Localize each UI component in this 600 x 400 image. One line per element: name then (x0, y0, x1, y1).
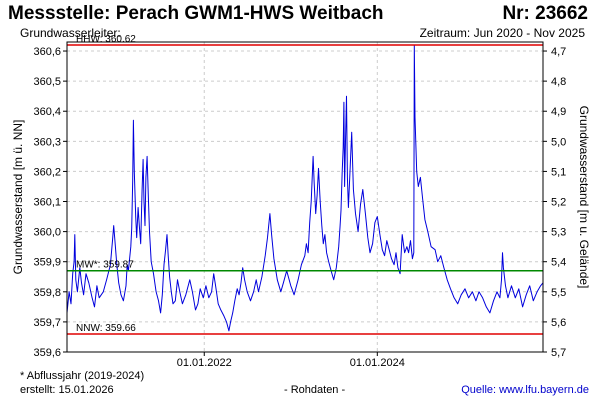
aquifer-label: Grundwasserleiter: (20, 26, 121, 40)
created-date: erstellt: 15.01.2026 (20, 384, 114, 396)
y-tick-label: 360,5 (33, 76, 61, 88)
y-axis-title-right: Grundwasserstand [m u. Gelände] (577, 106, 591, 289)
station-number: Nr: 23662 (502, 3, 588, 24)
y-tick-label-right: 4,8 (551, 76, 566, 88)
y-tick-label-right: 5,0 (551, 136, 566, 148)
raw-data-label: - Rohdaten - (284, 384, 346, 396)
y-tick-label: 359,9 (33, 257, 61, 269)
period-label: Zeitraum: Jun 2020 - Nov 2025 (419, 26, 585, 40)
reference-label-hhw: HHW: 360.62 (76, 34, 136, 45)
reference-label-nnw: NNW: 359.66 (76, 323, 136, 334)
y-tick-label-right: 5,7 (551, 347, 566, 359)
y-tick-label: 359,6 (33, 347, 61, 359)
y-tick-label-right: 5,1 (551, 166, 566, 178)
y-tick-label: 360,1 (33, 197, 61, 209)
x-tick-label: 01.01.2022 (177, 357, 232, 369)
y-tick-label-right: 5,3 (551, 227, 566, 239)
y-tick-label-right: 5,4 (551, 257, 566, 269)
y-tick-label-right: 4,7 (551, 46, 566, 58)
footnote-water-year: * Abflussjahr (2019-2024) (20, 370, 145, 382)
y-tick-label-right: 5,5 (551, 287, 566, 299)
y-tick-label: 360,6 (33, 46, 61, 58)
y-tick-label-right: 5,2 (551, 197, 566, 209)
source-link[interactable]: Quelle: www.lfu.bayern.de (461, 384, 589, 396)
y-tick-label: 360,0 (33, 227, 61, 239)
groundwater-level-line (66, 44, 544, 332)
plot-frame (66, 41, 544, 353)
y-tick-label-right: 5,6 (551, 317, 566, 329)
y-tick-label: 360,2 (33, 166, 61, 178)
reference-label-mw: MW*: 359.87 (76, 260, 134, 271)
y-tick-label: 360,4 (33, 106, 61, 118)
y-tick-label: 359,7 (33, 317, 61, 329)
page-title: Messstelle: Perach GWM1-HWS Weitbach (8, 3, 384, 24)
x-tick-label: 01.01.2024 (350, 357, 405, 369)
y-tick-label-right: 4,9 (551, 106, 566, 118)
y-axis-title: Grundwasserstand [m ü. NN] (11, 120, 25, 275)
y-tick-label: 359,8 (33, 287, 61, 299)
y-tick-label: 360,3 (33, 136, 61, 148)
